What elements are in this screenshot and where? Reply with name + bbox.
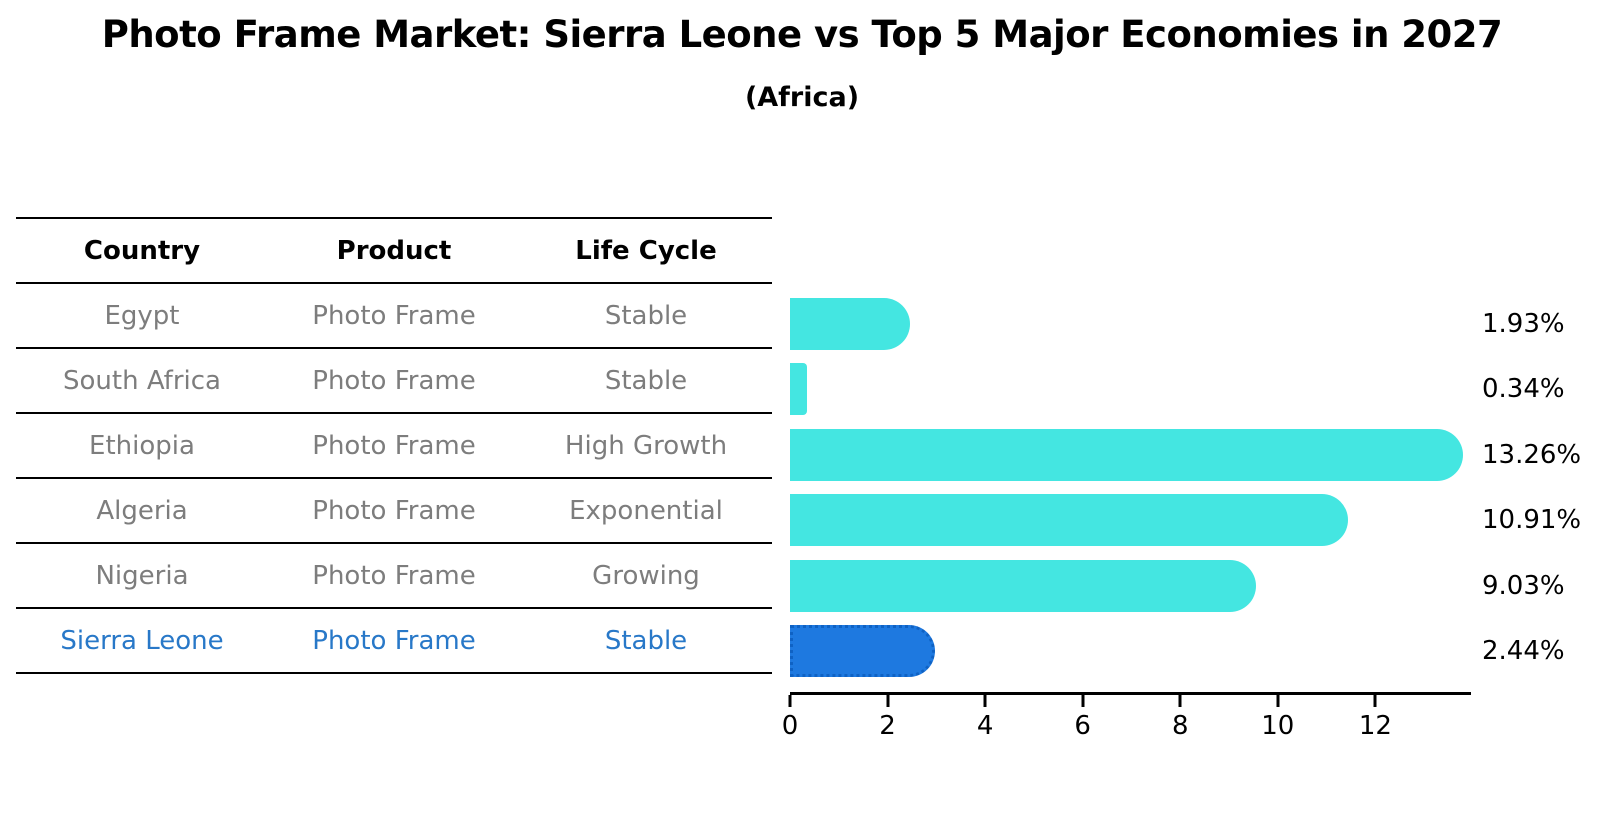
x-tick-10 bbox=[1276, 695, 1280, 707]
bar-ethiopia bbox=[790, 428, 1463, 481]
table-row-egypt: Egypt Photo Frame Stable bbox=[16, 284, 772, 349]
x-tick-label-2: 2 bbox=[879, 711, 896, 741]
value-label-south-africa: 0.34% bbox=[1482, 374, 1565, 405]
country-cell: Nigeria bbox=[95, 560, 189, 591]
value-label-egypt: 1.93% bbox=[1482, 309, 1565, 339]
lifecycle-cell: Stable bbox=[604, 365, 688, 396]
product-cell: Photo Frame bbox=[312, 560, 476, 591]
x-tick-label-6: 6 bbox=[1074, 711, 1091, 741]
value-label-sierra-leone: 2.44% bbox=[1482, 636, 1565, 666]
x-tick-4 bbox=[983, 695, 987, 707]
x-tick-label-8: 8 bbox=[1171, 711, 1189, 741]
product-cell: Photo Frame bbox=[312, 430, 476, 461]
x-tick-12 bbox=[1373, 695, 1377, 707]
value-label-algeria: 10.91% bbox=[1482, 505, 1582, 536]
x-tick-2 bbox=[886, 695, 890, 707]
table-header-lifecycle: Life Cycle bbox=[575, 235, 717, 266]
table-body: Egypt Photo Frame Stable South Africa Photo … bbox=[16, 284, 772, 674]
table-row-south-africa: South Africa Photo Frame Stable bbox=[16, 349, 772, 414]
country-cell: South Africa bbox=[63, 365, 221, 396]
lifecycle-cell: Stable bbox=[604, 300, 688, 331]
x-tick-label-4: 4 bbox=[976, 711, 994, 741]
x-tick-6 bbox=[1081, 695, 1085, 707]
x-tick-0 bbox=[788, 695, 792, 707]
table-row-algeria: Algeria Photo Frame Exponential bbox=[16, 479, 772, 544]
country-cell: Egypt bbox=[104, 300, 180, 331]
table-header-row: Country Product Life Cycle bbox=[16, 217, 772, 284]
bar-egypt bbox=[790, 298, 911, 350]
lifecycle-cell: Exponential bbox=[569, 495, 723, 526]
table-header-country: Country bbox=[83, 235, 201, 266]
x-tick-label-0: 0 bbox=[781, 711, 799, 741]
lifecycle-cell: Stable bbox=[604, 625, 688, 656]
bar-nigeria bbox=[790, 559, 1257, 612]
lifecycle-cell: High Growth bbox=[564, 430, 728, 461]
lifecycle-cell: Growing bbox=[592, 560, 700, 591]
product-cell: Photo Frame bbox=[312, 495, 476, 526]
table-header-product: Product bbox=[336, 235, 452, 266]
x-tick-8 bbox=[1178, 695, 1182, 707]
product-cell: Photo Frame bbox=[312, 300, 476, 331]
bar-algeria bbox=[790, 494, 1349, 547]
chart-subtitle: (Africa) bbox=[744, 82, 860, 113]
x-tick-label-10: 10 bbox=[1261, 711, 1295, 741]
country-cell: Algeria bbox=[96, 495, 188, 526]
x-axis-line bbox=[790, 692, 1471, 695]
value-label-ethiopia: 13.26% bbox=[1482, 439, 1582, 470]
product-cell: Photo Frame bbox=[312, 365, 476, 396]
country-cell: Sierra Leone bbox=[60, 625, 224, 656]
country-table: Country Product Life Cycle Egypt Photo Fr… bbox=[16, 217, 772, 674]
bar-sierra-leone-highlighted bbox=[790, 625, 936, 677]
bar-south-africa bbox=[790, 363, 807, 416]
table-row-nigeria: Nigeria Photo Frame Growing bbox=[16, 544, 772, 609]
chart-title: Photo Frame Market: Sierra Leone vs Top … bbox=[101, 13, 1503, 56]
x-tick-label-12: 12 bbox=[1358, 711, 1392, 741]
table-row-ethiopia: Ethiopia Photo Frame High Growth bbox=[16, 414, 772, 479]
product-cell: Photo Frame bbox=[312, 625, 476, 656]
country-cell: Ethiopia bbox=[89, 430, 195, 461]
table-row-sierra-leone: Sierra Leone Photo Frame Stable bbox=[16, 609, 772, 674]
value-label-nigeria: 9.03% bbox=[1482, 570, 1565, 601]
